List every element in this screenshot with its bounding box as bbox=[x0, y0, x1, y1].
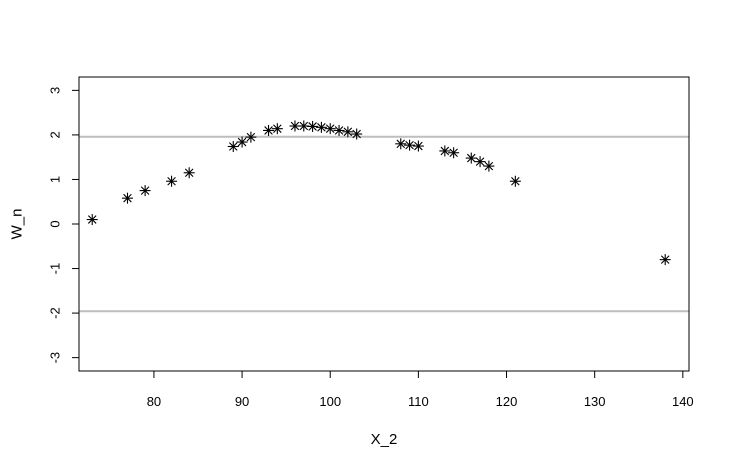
data-point bbox=[448, 147, 460, 159]
y-tick-label: -2 bbox=[48, 307, 63, 319]
y-tick-label: 0 bbox=[48, 220, 63, 227]
data-point bbox=[121, 192, 133, 204]
data-point bbox=[263, 124, 275, 136]
data-point bbox=[351, 128, 363, 140]
data-point bbox=[333, 124, 345, 136]
data-point bbox=[86, 214, 98, 226]
y-axis: -3 -2 -1 0 1 2 3 bbox=[48, 87, 80, 364]
data-point bbox=[227, 140, 239, 152]
data-point bbox=[483, 160, 495, 172]
plot-frame bbox=[78, 76, 690, 372]
data-point bbox=[342, 126, 354, 138]
data-point bbox=[166, 175, 178, 187]
x-tick-label: 100 bbox=[319, 394, 341, 409]
y-tick-label: -3 bbox=[48, 352, 63, 364]
data-point bbox=[474, 156, 486, 168]
data-points bbox=[86, 120, 671, 266]
data-point bbox=[404, 139, 416, 151]
x-axis-title: X_2 bbox=[371, 431, 398, 448]
data-point bbox=[183, 167, 195, 179]
data-point bbox=[465, 152, 477, 164]
y-tick-label: 1 bbox=[48, 176, 63, 183]
data-point bbox=[271, 123, 283, 135]
y-tick-label: 2 bbox=[48, 131, 63, 138]
data-point bbox=[236, 136, 248, 148]
data-point bbox=[439, 145, 451, 157]
data-point bbox=[412, 140, 424, 152]
data-point bbox=[139, 185, 151, 197]
reference-lines bbox=[79, 135, 689, 313]
y-axis-title: W_n bbox=[8, 209, 25, 240]
x-tick-label: 110 bbox=[408, 394, 429, 409]
x-tick-label: 140 bbox=[672, 394, 694, 409]
x-tick-label: 80 bbox=[147, 394, 161, 409]
x-tick-label: 130 bbox=[584, 394, 606, 409]
y-tick-label: -1 bbox=[48, 263, 63, 275]
data-point bbox=[395, 138, 407, 150]
x-tick-label: 120 bbox=[496, 394, 518, 409]
x-tick-label: 90 bbox=[235, 394, 249, 409]
data-point bbox=[509, 175, 521, 187]
y-tick-label: 3 bbox=[48, 87, 63, 94]
data-point bbox=[324, 123, 336, 135]
data-point bbox=[307, 120, 319, 132]
data-point bbox=[245, 131, 257, 143]
data-point bbox=[315, 121, 327, 133]
x-axis: 80 90 100 110 120 130 140 bbox=[147, 370, 694, 409]
data-point bbox=[659, 254, 671, 266]
